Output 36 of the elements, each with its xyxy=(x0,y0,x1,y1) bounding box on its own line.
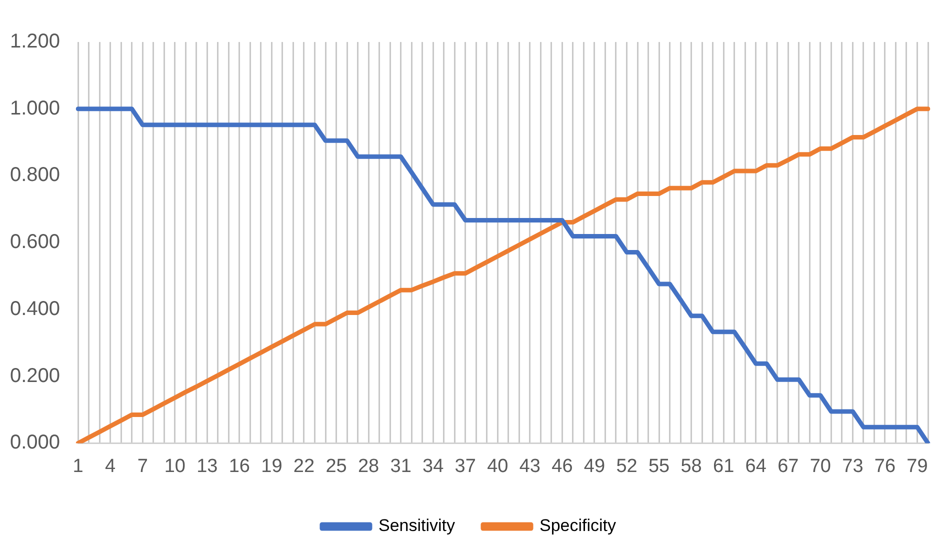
y-tick-label: 1.000 xyxy=(10,97,60,120)
x-tick-label: 28 xyxy=(358,456,380,477)
x-tick-label: 61 xyxy=(713,456,734,477)
x-tick-label: 1 xyxy=(72,456,84,477)
x-tick-label: 16 xyxy=(228,456,250,477)
x-tick-label: 58 xyxy=(680,456,702,477)
x-tick-label: 46 xyxy=(552,456,573,477)
x-tick-label: 40 xyxy=(487,456,508,477)
x-tick-label: 7 xyxy=(137,456,148,477)
y-tick-label: 0.800 xyxy=(10,164,60,186)
x-tick-label: 31 xyxy=(390,456,412,477)
x-tick-label: 34 xyxy=(422,456,444,477)
x-tick-label: 13 xyxy=(196,456,218,477)
x-tick-label: 52 xyxy=(616,456,638,477)
x-tick-label: 25 xyxy=(326,456,347,477)
y-tick-label: 0.400 xyxy=(10,298,60,320)
x-tick-label: 70 xyxy=(810,456,831,477)
x-tick-label: 79 xyxy=(906,456,928,477)
legend-label: Sensitivity xyxy=(378,516,456,536)
x-tick-label: 10 xyxy=(164,456,186,477)
x-tick-label: 4 xyxy=(105,456,116,477)
y-tick-label: 0.000 xyxy=(10,432,60,454)
y-tick-label: 0.600 xyxy=(10,231,60,254)
y-tick-label: 0.200 xyxy=(10,364,60,387)
x-tick-label: 43 xyxy=(519,456,540,477)
x-tick-label: 37 xyxy=(454,456,476,477)
x-tick-label: 73 xyxy=(842,456,864,477)
x-tick-label: 49 xyxy=(584,456,606,477)
x-tick-label: 76 xyxy=(874,456,896,477)
legend-label: Specificity xyxy=(540,516,617,536)
x-tick-label: 22 xyxy=(293,456,315,477)
x-tick-label: 19 xyxy=(261,456,282,477)
y-tick-label: 1.200 xyxy=(10,30,60,53)
x-tick-label: 55 xyxy=(648,456,670,477)
x-tick-label: 64 xyxy=(745,456,767,477)
x-tick-label: 67 xyxy=(778,456,799,477)
